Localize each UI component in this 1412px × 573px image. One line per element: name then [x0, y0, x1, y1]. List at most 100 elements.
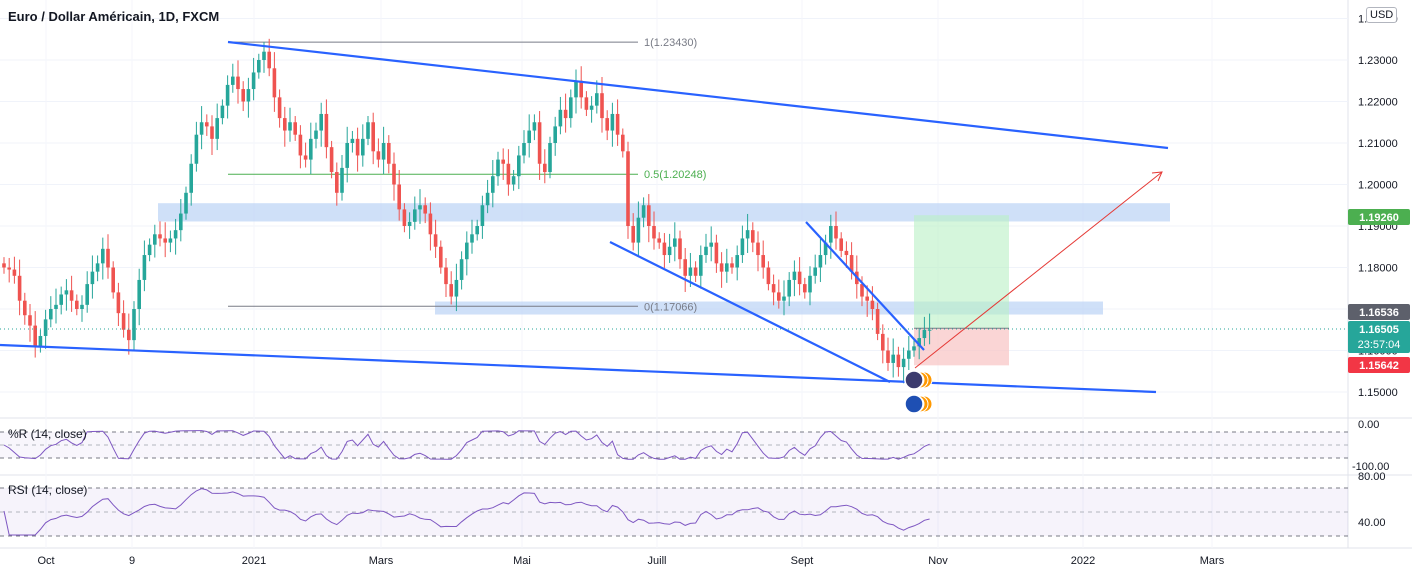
- candle: [220, 99, 225, 125]
- candle-body: [153, 234, 157, 245]
- candle: [454, 263, 459, 312]
- chart-title[interactable]: Euro / Dollar Américain, 1D, FXCM: [8, 9, 220, 24]
- candle-body: [59, 294, 63, 305]
- candle: [569, 89, 573, 128]
- candle-body: [704, 246, 708, 256]
- candle-body: [693, 267, 698, 276]
- candle-body: [532, 122, 537, 131]
- candle-body: [574, 80, 578, 98]
- candle: [527, 114, 531, 158]
- candle-body: [626, 151, 630, 226]
- candle-body: [262, 51, 266, 60]
- candle: [709, 226, 713, 262]
- rsi-tick-label: 80.00: [1358, 471, 1386, 483]
- arrow-head: [1151, 171, 1163, 182]
- stop-price-tag: 1.15642: [1359, 360, 1399, 372]
- candle: [771, 274, 776, 306]
- candle: [589, 96, 594, 123]
- candle: [563, 93, 568, 133]
- candle: [782, 280, 786, 316]
- time-axis-label: Mars: [369, 555, 394, 567]
- candle-body: [33, 325, 37, 347]
- fib-level-label: 1(1.23430): [644, 37, 697, 49]
- candle: [610, 102, 615, 147]
- candle-body: [641, 205, 646, 218]
- candle-body: [116, 292, 121, 314]
- candle: [433, 219, 438, 258]
- candle-body: [147, 244, 152, 256]
- candle: [418, 189, 422, 224]
- candle-body: [324, 113, 329, 148]
- williams-r-label[interactable]: %R (14, close): [8, 427, 87, 441]
- williams-r-line: [3, 430, 930, 460]
- candle: [475, 219, 479, 241]
- candle-body: [428, 213, 433, 235]
- candle: [678, 230, 682, 269]
- candle: [376, 138, 381, 168]
- candle-body: [901, 358, 906, 368]
- candle: [80, 295, 84, 322]
- candle: [714, 234, 719, 273]
- candle-body: [413, 209, 417, 222]
- candle-body: [168, 238, 173, 243]
- candle-body: [849, 255, 854, 272]
- candle-body: [418, 205, 422, 210]
- candle: [891, 338, 895, 378]
- candle-body: [158, 234, 162, 239]
- candle: [766, 261, 771, 291]
- candle: [236, 60, 240, 104]
- candle-body: [194, 134, 199, 164]
- candle-body: [329, 147, 334, 173]
- price-tick-label: 1.18000: [1358, 263, 1398, 275]
- candle: [886, 337, 890, 371]
- candle-body: [423, 205, 427, 214]
- candle: [803, 277, 807, 299]
- candle-body: [589, 105, 594, 110]
- rsi-label[interactable]: RSI (14, close): [8, 483, 88, 497]
- candle-body: [652, 226, 656, 239]
- projection-arrow: [914, 171, 1163, 369]
- candle: [225, 75, 230, 119]
- time-axis-label: 2021: [242, 555, 266, 567]
- candle-body: [335, 172, 339, 193]
- candle: [147, 238, 152, 262]
- candle: [116, 282, 121, 327]
- currency-button[interactable]: USD: [1366, 7, 1398, 23]
- price-tick-label: 1.23000: [1358, 55, 1398, 67]
- candle-body: [303, 155, 308, 160]
- candle-body: [173, 230, 178, 239]
- candle: [361, 124, 365, 167]
- candle-body: [371, 122, 375, 152]
- candle: [491, 160, 495, 208]
- candle-body: [54, 304, 58, 309]
- candle-body: [839, 238, 843, 251]
- candle: [23, 292, 27, 325]
- candle: [355, 127, 360, 172]
- target-price-tag: 1.19260: [1359, 212, 1399, 224]
- candle: [262, 42, 266, 73]
- candle: [158, 221, 162, 247]
- candle: [392, 152, 396, 201]
- candle: [662, 233, 667, 268]
- candle-body: [719, 263, 724, 272]
- candle: [496, 151, 500, 186]
- candle-body: [75, 300, 79, 309]
- candle-body: [678, 238, 682, 260]
- candle: [95, 255, 100, 282]
- candle-body: [319, 113, 323, 131]
- candle-body: [844, 250, 849, 256]
- candle-body: [917, 338, 921, 347]
- candle-body: [569, 97, 573, 119]
- candle: [600, 77, 604, 133]
- candle-body: [688, 267, 693, 276]
- candle-body: [392, 163, 396, 185]
- stop-price-tag-bg: [1348, 357, 1410, 373]
- candle-body: [527, 130, 531, 143]
- candle-body: [912, 346, 916, 351]
- candle-body: [215, 118, 219, 139]
- candle: [823, 234, 828, 265]
- candle: [537, 111, 542, 180]
- candle-body: [662, 242, 667, 256]
- time-axis-label: Sept: [791, 555, 814, 567]
